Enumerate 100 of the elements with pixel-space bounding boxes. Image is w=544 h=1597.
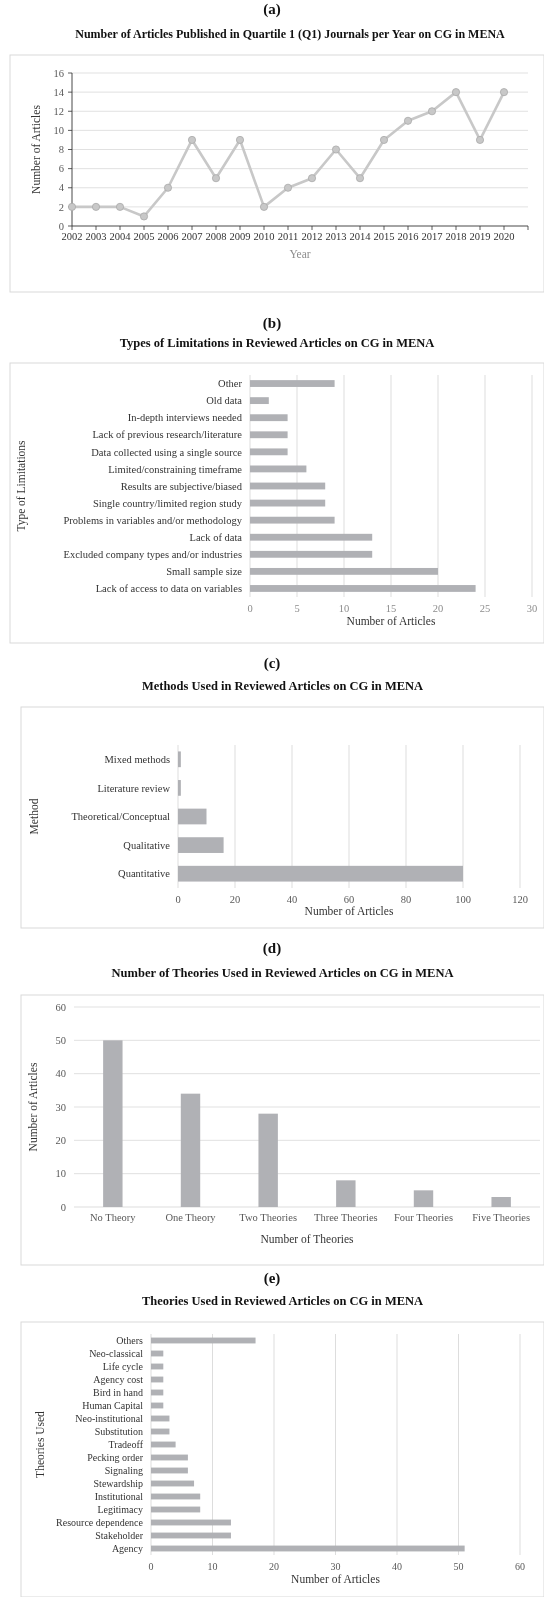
y-tick-label: Resource dependence [56,1517,144,1528]
y-tick-label: Mixed methods [104,753,170,765]
bar [180,1093,201,1207]
y-tick-label: 40 [55,1068,66,1080]
x-tick-label: 2008 [205,231,227,242]
point [356,174,364,183]
y-axis-title: Number of Articles [30,104,42,194]
bar [178,780,181,796]
x-tick-label: 2015 [373,231,395,242]
x-tick-label: 40 [392,1561,402,1572]
x-tick-label: 2020 [493,231,515,242]
point [188,135,196,144]
x-tick-label: 30 [330,1561,341,1572]
x-tick-label: 20 [432,603,444,614]
y-tick-label: 0 [60,1201,66,1213]
bar [250,550,373,558]
point [116,202,124,211]
y-tick-label: Literature review [97,782,171,794]
y-axis-title: Number of Articles [27,1062,39,1152]
y-tick-label: Institutional [94,1491,144,1502]
y-tick-label: Other [218,378,243,390]
bar [250,431,288,439]
y-axis-title: Method [28,798,40,835]
chart-title: Number of Theories Used in Reviewed Articles on CG in MENA [111,966,454,980]
point [476,135,484,144]
y-tick-label: 8 [58,144,64,156]
x-tick-label: 2016 [397,231,419,242]
y-tick-label: Lack of data [189,531,243,543]
x-tick-label: 2013 [325,231,347,242]
bar [336,1180,356,1207]
bar [250,516,335,524]
x-tick-label: 2010 [253,231,275,242]
text: (c) [263,655,281,672]
y-tick-label: 16 [53,67,64,79]
y-tick-label: Agency [111,1543,143,1554]
y-tick-label: Lack of access to data on variables [95,583,242,595]
point [404,116,412,125]
x-tick-label: 2005 [133,231,155,242]
x-tick-label: 40 [286,894,298,905]
point [452,88,460,97]
x-tick-label: No Theory [90,1212,137,1223]
y-tick-label: Neo-classical [89,1348,144,1359]
x-tick-label: 2017 [421,231,443,242]
text: (d) [262,940,282,957]
x-tick-label: Five Theories [472,1212,531,1223]
point [236,135,244,144]
y-tick-label: Small sample size [166,566,243,578]
x-axis-title: Number of Theories [260,1233,355,1245]
x-tick-label: 100 [455,894,471,905]
bar [250,567,438,575]
x-axis-title: Year [289,248,311,260]
y-tick-label: Life cycle [102,1361,144,1372]
x-tick-label: Three Theories [314,1212,378,1223]
point [260,202,268,211]
y-tick-label: Problems in variables and/or methodology [63,514,243,526]
chart-title: Methods Used in Reviewed Articles on CG in MENA [141,679,424,693]
x-tick-label: 2012 [301,231,323,242]
y-tick-label: Qualitative [123,839,171,851]
x-tick-label: 50 [453,1561,464,1572]
y-tick-label: Human Capital [82,1400,144,1411]
chart-title: Types of Limitations in Reviewed Articles on CG in MENA [119,336,435,350]
bar [178,837,224,853]
y-tick-label: 30 [55,1101,66,1113]
y-tick-label: Results are subjective/biased [120,480,243,492]
y-tick-label: Excluded company types and/or industries [63,548,242,560]
y-tick-label: 10 [55,1168,66,1180]
y-tick-label: Others [116,1335,144,1346]
bar [250,585,476,592]
point [380,135,388,144]
y-tick-label: Agency cost [93,1374,144,1385]
bar [491,1197,511,1207]
point [164,183,172,192]
y-tick-label: Signaling [104,1465,143,1476]
bar [178,808,207,825]
x-tick-label: 2014 [349,231,372,242]
bar [250,397,269,405]
point [284,183,292,192]
x-tick-label: 30 [526,603,538,614]
x-tick-label: 2003 [85,231,107,242]
point [308,174,316,183]
x-tick-label: Four Theories [393,1212,454,1223]
text: (b) [262,315,282,332]
x-tick-label: 2002 [61,231,83,242]
y-tick-label: Pecking order [87,1452,144,1463]
y-axis-title: Theories Used [34,1410,46,1478]
x-tick-label: 2006 [157,231,179,242]
x-tick-label: 25 [479,603,491,614]
y-tick-label: Theoretical/Conceptual [71,811,171,823]
point [500,88,508,97]
y-tick-label: Legitimacy [97,1504,143,1515]
y-tick-label: 50 [55,1035,66,1047]
bar [103,1040,123,1207]
point [212,174,220,183]
x-tick-label: 2007 [181,231,203,242]
x-tick-label: 2019 [469,231,491,242]
x-axis-title: Number of Articles [346,615,436,627]
x-axis-title: Number of Articles [291,1573,381,1585]
y-tick-label: 10 [53,125,64,137]
bar [250,380,335,387]
y-tick-label: Lack of previous research/literature [92,429,243,441]
